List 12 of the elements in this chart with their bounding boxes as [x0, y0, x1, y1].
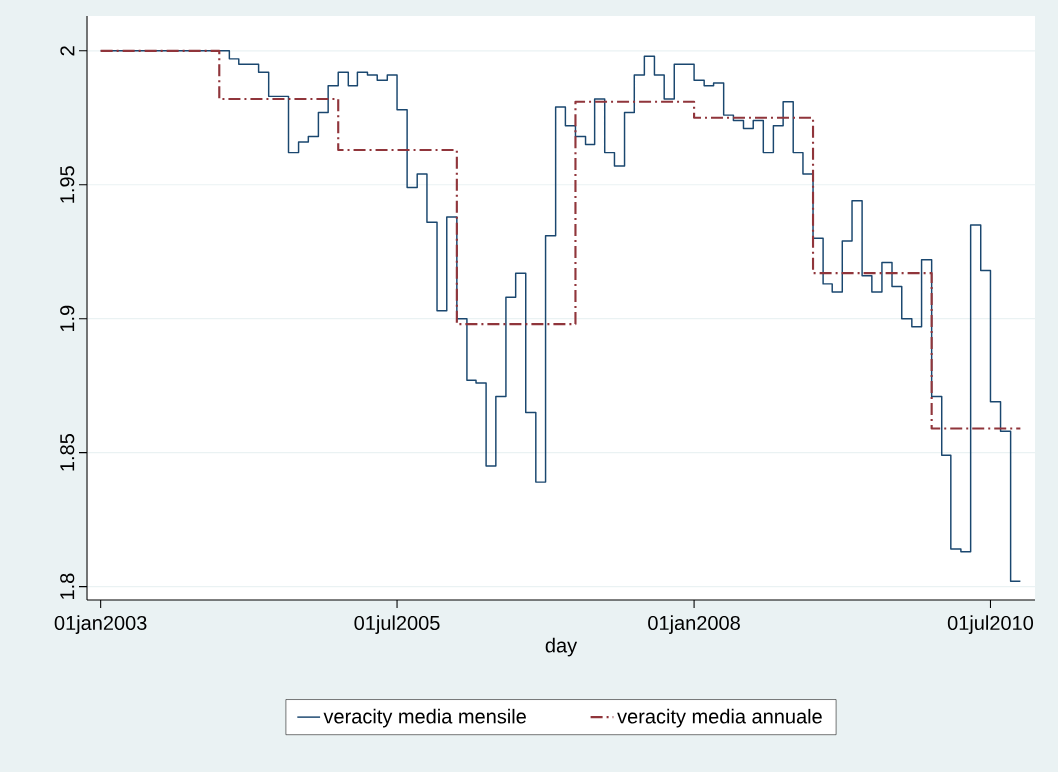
- y-tick-label: 1.85: [60, 434, 75, 471]
- y-tick-label: 1.8: [60, 573, 75, 599]
- x-tick-label: 01jul2005: [354, 615, 440, 634]
- x-tick-label: 01jul2010: [947, 615, 1034, 634]
- y-tick-label: 1.9: [60, 305, 75, 332]
- x-axis-title: day: [545, 637, 578, 657]
- y-tick-label: 1.95: [60, 166, 75, 203]
- legend-label: veracity media mensile: [323, 708, 526, 728]
- y-tick-label: 2: [60, 46, 75, 56]
- legend-label: veracity media annuale: [617, 708, 822, 728]
- x-tick-label: 01jan2003: [54, 615, 147, 634]
- x-tick-label: 01jan2008: [648, 615, 740, 634]
